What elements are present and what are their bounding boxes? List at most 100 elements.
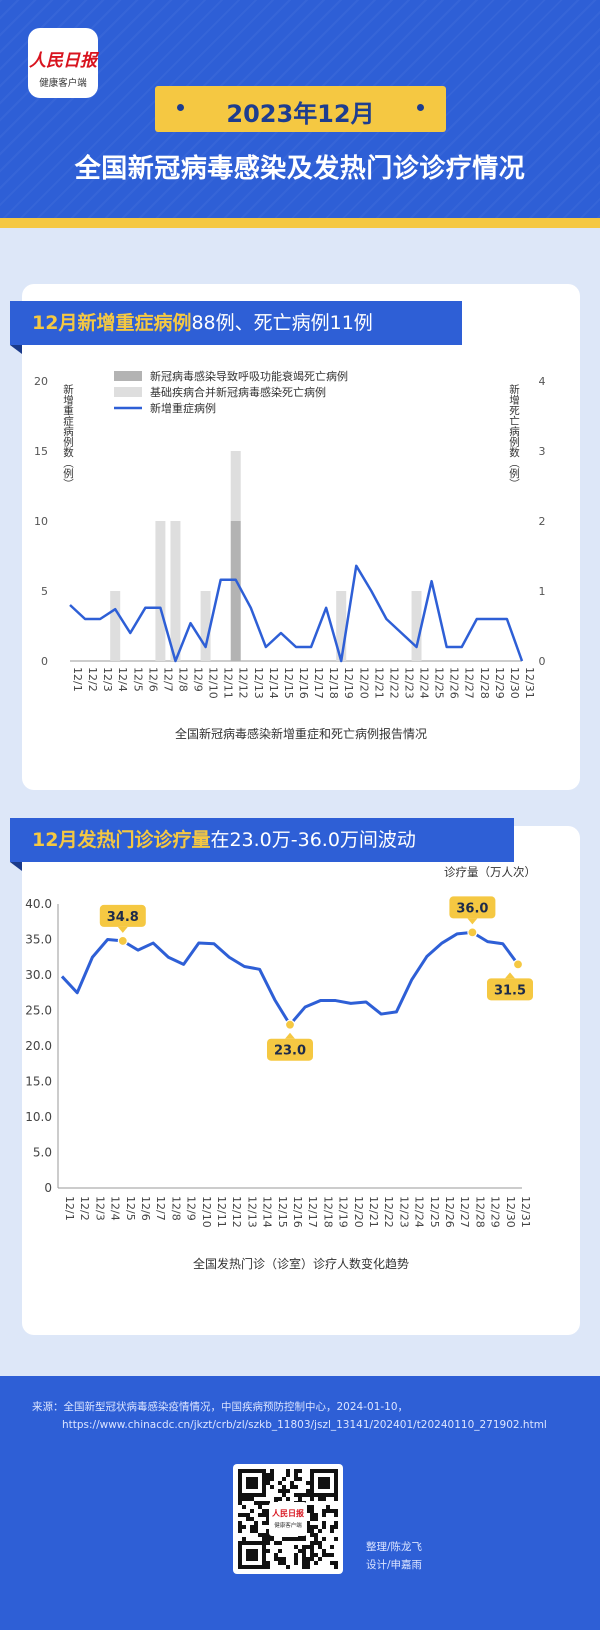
annotation-badge xyxy=(449,896,496,919)
qr-module xyxy=(306,1529,310,1533)
y-right-tick-label: 0 xyxy=(539,655,546,668)
y-tick-label: 5.0 xyxy=(33,1146,52,1160)
x-tick-label: 12/30 xyxy=(508,667,521,699)
qr-module xyxy=(286,1473,290,1477)
x-tick-label: 12/9 xyxy=(185,1196,198,1221)
bar-underlying-death xyxy=(110,591,121,661)
qr-module xyxy=(318,1497,322,1501)
y-left-tick-label: 10 xyxy=(34,515,48,528)
qr-module xyxy=(310,1533,314,1537)
qr-module xyxy=(274,1497,278,1501)
qr-module xyxy=(282,1537,286,1541)
x-tick-label: 12/21 xyxy=(372,667,385,699)
x-tick-label: 12/14 xyxy=(267,667,280,699)
x-tick-label: 12/29 xyxy=(493,667,506,699)
qr-module xyxy=(270,1485,274,1489)
qr-module xyxy=(334,1521,338,1525)
x-tick-label: 12/23 xyxy=(397,1196,410,1228)
qr-finder xyxy=(246,1477,258,1489)
x-tick-label: 12/26 xyxy=(443,1196,456,1228)
qr-module xyxy=(278,1481,282,1485)
banner-highlight: 12月新增重症病例 xyxy=(32,312,192,334)
y-tick-label: 40.0 xyxy=(25,897,52,911)
x-tick-label: 12/31 xyxy=(519,1196,532,1228)
qr-module xyxy=(246,1513,250,1517)
qr-module xyxy=(294,1469,298,1473)
y-tick-label: 15.0 xyxy=(25,1075,52,1089)
x-tick-label: 12/16 xyxy=(291,1196,304,1228)
qr-module xyxy=(282,1493,286,1497)
qr-module xyxy=(294,1493,298,1497)
qr-module xyxy=(266,1537,270,1541)
qr-module xyxy=(286,1565,290,1569)
qr-module xyxy=(254,1529,258,1533)
qr-module xyxy=(286,1497,290,1501)
qr-module xyxy=(306,1561,310,1565)
y-tick-label: 35.0 xyxy=(25,933,52,947)
x-tick-label: 12/4 xyxy=(116,667,129,692)
qr-module xyxy=(306,1493,310,1497)
qr-module xyxy=(334,1509,338,1513)
qr-module xyxy=(334,1525,338,1529)
qr-module xyxy=(330,1525,334,1529)
qr-module xyxy=(314,1533,318,1537)
x-tick-label: 12/17 xyxy=(306,1196,319,1228)
credit-design: 设计/申嘉雨 xyxy=(366,1559,423,1571)
x-tick-label: 12/9 xyxy=(192,667,205,692)
qr-module xyxy=(310,1513,314,1517)
qr-module xyxy=(310,1509,314,1513)
qr-module xyxy=(266,1561,270,1565)
x-tick-label: 12/8 xyxy=(176,667,189,692)
y-right-tick-label: 3 xyxy=(539,445,546,458)
banner-fold xyxy=(10,345,22,354)
x-tick-label: 12/26 xyxy=(448,667,461,699)
qr-module xyxy=(310,1553,314,1557)
qr-module xyxy=(318,1529,322,1533)
qr-code: 人民日报 健康客户端 xyxy=(233,1464,343,1574)
qr-module xyxy=(282,1477,286,1481)
qr-module xyxy=(278,1489,282,1493)
x-tick-label: 12/12 xyxy=(230,1196,243,1228)
x-tick-label: 12/3 xyxy=(93,1196,106,1221)
x-tick-label: 12/14 xyxy=(261,1196,274,1228)
section-banner: 12月发热门诊诊疗量在23.0万-36.0万间波动 xyxy=(10,818,514,862)
fever-clinic-card: 12月发热门诊诊疗量在23.0万-36.0万间波动 0 5.0 10.0 15.0 20… xyxy=(10,818,580,1335)
y-right-tick-label: 2 xyxy=(539,515,546,528)
x-tick-label: 12/7 xyxy=(161,667,174,692)
qr-module xyxy=(270,1473,274,1477)
qr-module xyxy=(294,1537,298,1541)
qr-module xyxy=(286,1537,290,1541)
annotation-badge xyxy=(487,978,533,1001)
qr-module xyxy=(266,1481,270,1485)
qr-module xyxy=(266,1477,270,1481)
x-tick-label: 12/2 xyxy=(78,1196,91,1221)
qr-module xyxy=(282,1561,286,1565)
qr-module xyxy=(298,1493,302,1497)
qr-logo: 人民日报 健康客户端 xyxy=(269,1502,307,1536)
x-tick-label: 12/5 xyxy=(131,667,144,692)
qr-module xyxy=(302,1557,306,1561)
qr-module xyxy=(278,1561,282,1565)
visits-line xyxy=(60,930,520,1027)
qr-module xyxy=(318,1541,322,1545)
annotation-label: 31.5 xyxy=(494,983,526,998)
qr-module xyxy=(242,1513,246,1517)
qr-module xyxy=(322,1521,326,1525)
qr-module xyxy=(262,1509,266,1513)
qr-module xyxy=(330,1509,334,1513)
qr-module xyxy=(278,1549,282,1553)
qr-module xyxy=(294,1485,298,1489)
qr-module xyxy=(330,1561,334,1565)
source-url[interactable]: https://www.chinacdc.cn/jkzt/crb/zl/szkb… xyxy=(62,1419,547,1431)
x-tick-label: 12/13 xyxy=(245,1196,258,1228)
x-tick-label: 12/21 xyxy=(367,1196,380,1228)
qr-module xyxy=(266,1541,270,1545)
qr-module xyxy=(294,1553,298,1557)
x-tick-label: 12/22 xyxy=(382,1196,395,1228)
qr-module xyxy=(270,1477,274,1481)
annotation-point xyxy=(117,935,128,947)
banner-highlight: 12月发热门诊诊疗量 xyxy=(32,829,211,851)
qr-module xyxy=(258,1505,262,1509)
qr-module xyxy=(294,1477,298,1481)
annotation-pointer xyxy=(467,918,478,925)
